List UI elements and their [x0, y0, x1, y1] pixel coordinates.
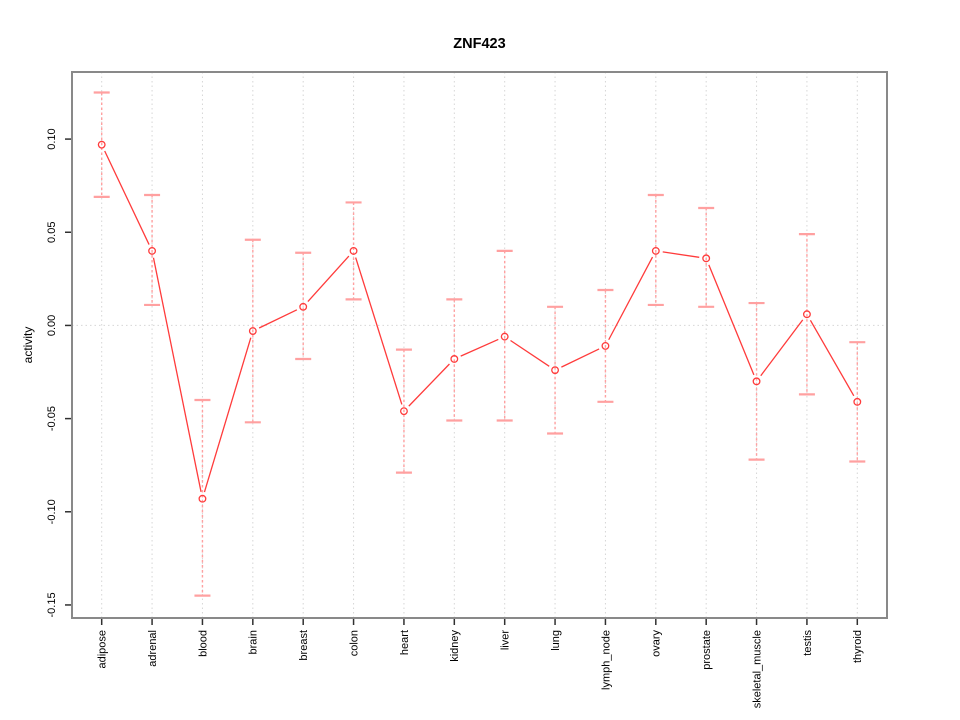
series-segment	[608, 256, 654, 341]
x-tick-label: brain	[248, 630, 260, 654]
x-tick-label: adrenal	[147, 630, 159, 667]
error-bar-layer	[93, 91, 866, 597]
x-tick-label: breast	[298, 630, 310, 661]
series-segment	[104, 150, 150, 245]
series-segment	[152, 257, 202, 493]
x-tick-label: skeletal_muscle	[751, 630, 763, 708]
x-tick-label: adipose	[97, 630, 109, 669]
y-tick-label: -0.05	[46, 406, 58, 431]
series-layer	[97, 140, 862, 503]
x-tick-label: ovary	[651, 630, 663, 657]
x-tick-label: testis	[802, 630, 814, 656]
series-segment	[203, 337, 252, 493]
data-point	[349, 246, 358, 255]
data-point	[702, 254, 711, 263]
x-tick-label: lung	[550, 630, 562, 651]
data-point	[802, 310, 811, 319]
y-tick-label: 0.00	[46, 315, 58, 336]
x-tick-label: colon	[348, 630, 360, 656]
y-tick-label: -0.15	[46, 592, 58, 617]
series-segment	[708, 264, 755, 376]
x-tick-label: blood	[197, 630, 209, 657]
data-point	[97, 140, 106, 149]
series-segment	[307, 255, 350, 303]
data-point	[450, 355, 459, 363]
data-point	[399, 407, 408, 416]
y-tick-label: 0.10	[46, 128, 58, 149]
data-point	[500, 332, 509, 341]
series-segment	[355, 257, 403, 405]
series-segment	[510, 339, 550, 367]
x-tick-label: liver	[500, 630, 512, 651]
chart-title: ZNF423	[453, 36, 505, 52]
series-segment	[809, 319, 855, 397]
y-axis-label: activity	[21, 327, 35, 364]
data-point	[248, 327, 257, 335]
x-tick-label: prostate	[701, 630, 713, 670]
series-segment	[561, 348, 600, 368]
series-segment	[460, 338, 499, 357]
x-tick-label: thyroid	[852, 630, 864, 663]
data-point	[299, 302, 308, 311]
series-segment	[408, 363, 450, 407]
data-point	[601, 341, 610, 350]
x-tick-label: kidney	[449, 630, 461, 662]
x-tick-label: heart	[399, 630, 411, 655]
series-segment	[662, 251, 700, 258]
series-segment	[760, 319, 804, 377]
axis-layer: -0.15 -0.10 -0.05 0.00 0.05 0.10 adipose adrena…	[46, 128, 864, 708]
data-point	[198, 494, 207, 503]
grid-layer	[72, 72, 887, 618]
data-point	[752, 377, 761, 386]
data-point	[148, 246, 157, 255]
plot-border	[71, 71, 888, 619]
data-point	[551, 366, 560, 375]
data-point	[853, 397, 862, 406]
x-tick-label: lymph_node	[600, 630, 612, 690]
y-tick-label: 0.05	[46, 222, 58, 243]
y-tick-label: -0.10	[46, 499, 58, 524]
data-point	[651, 246, 660, 255]
series-segment	[258, 309, 298, 329]
